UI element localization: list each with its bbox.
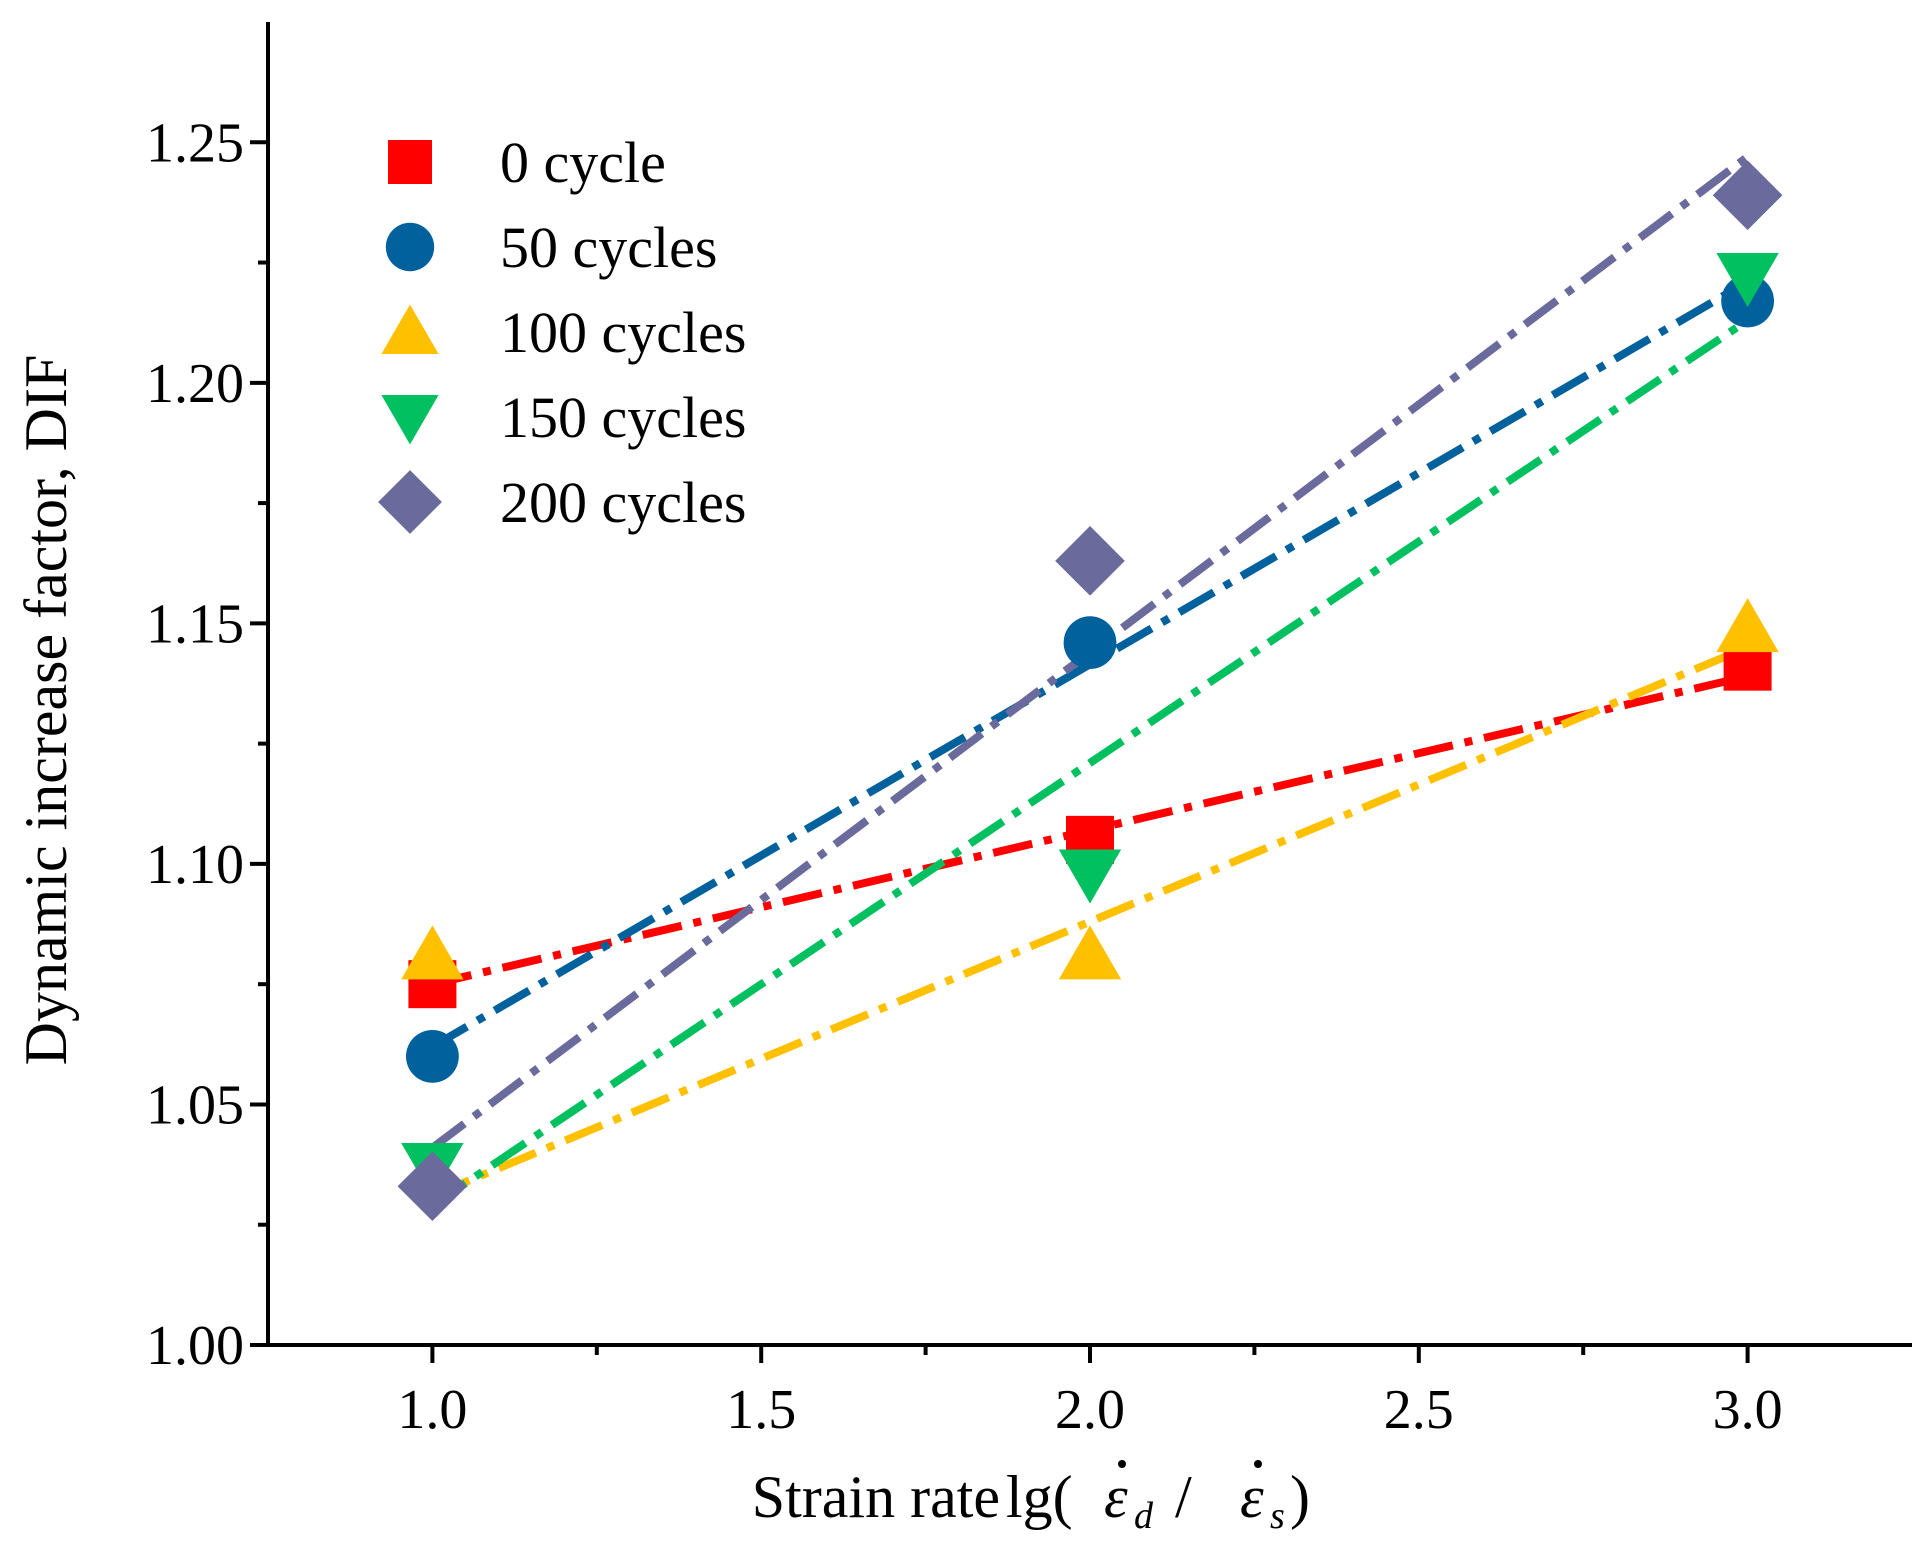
x-tick-label: 1.0 xyxy=(397,1379,467,1441)
y-tick-label: 1.25 xyxy=(146,112,244,174)
legend-label-series-3: 150 cycles xyxy=(500,385,746,450)
legend-label-series-1: 50 cycles xyxy=(500,215,717,280)
fit-line-series-2 xyxy=(430,643,1750,1200)
axes: 1.00 1.05 1.10 1.15 1.20 1.25 1.0 1.5 2.0 2.5 3.0 xyxy=(146,22,1912,1441)
x-tick-label: 3.0 xyxy=(1713,1379,1783,1441)
x-axis-math-divider: / xyxy=(1160,1464,1207,1530)
y-tick-label: 1.20 xyxy=(146,353,244,415)
y-tick-label: 1.00 xyxy=(146,1315,244,1377)
x-axis-math-num: ε xyxy=(1104,1464,1128,1530)
legend-label-series-0: 0 cycle xyxy=(500,130,666,195)
x-axis-math-den-dot xyxy=(1254,1460,1262,1468)
x-tick-label: 2.0 xyxy=(1055,1379,1125,1441)
data-point-series-4-1 xyxy=(1055,526,1125,596)
x-axis-title: Strain rate xyxy=(752,1464,1000,1530)
data-point-series-2-0 xyxy=(401,925,464,980)
data-point-series-3-2 xyxy=(1716,252,1779,307)
data-point-series-3-1 xyxy=(1058,849,1122,904)
x-axis-math-den: ε xyxy=(1240,1464,1264,1530)
x-axis-math-num-sub: d xyxy=(1134,1495,1154,1537)
x-axis-math-suffix: ) xyxy=(1290,1464,1310,1530)
data-point-series-1-1 xyxy=(1063,616,1117,670)
y-axis-title: Dynamic increase factor, DIF xyxy=(13,355,79,1066)
legend-marker-series-3 xyxy=(381,395,439,445)
x-axis-math: lg( ε d / ε s ) xyxy=(1006,1460,1310,1537)
legend-marker-series-2 xyxy=(381,304,439,354)
data-point-series-4-0 xyxy=(397,1151,468,1222)
legend-label-series-4: 200 cycles xyxy=(500,470,746,535)
legend-label-series-2: 100 cycles xyxy=(500,300,746,365)
fit-line-series-3 xyxy=(430,316,1750,1209)
x-tick-label: 1.5 xyxy=(726,1379,796,1441)
x-axis-math-prefix: lg( xyxy=(1006,1464,1073,1530)
data-point-series-2-2 xyxy=(1716,598,1779,653)
fit-line-series-1 xyxy=(430,278,1750,1051)
x-axis-math-den-sub: s xyxy=(1270,1495,1285,1537)
plot-area xyxy=(397,153,1783,1222)
x-axis-math-num-dot xyxy=(1118,1460,1126,1468)
data-point-series-2-1 xyxy=(1058,925,1122,980)
x-tick-label: 2.5 xyxy=(1384,1379,1454,1441)
y-tick-label: 1.15 xyxy=(146,593,244,655)
legend-marker-series-1 xyxy=(385,222,435,272)
legend-marker-series-4 xyxy=(378,470,442,534)
data-point-series-4-2 xyxy=(1712,160,1783,230)
data-point-series-1-0 xyxy=(406,1029,459,1083)
y-tick-label: 1.05 xyxy=(146,1074,244,1136)
legend-marker-series-0 xyxy=(388,140,432,184)
legend: 0 cycle 50 cycles 100 cycles 150 cycles 200 … xyxy=(378,130,746,535)
y-tick-label: 1.10 xyxy=(146,834,244,896)
